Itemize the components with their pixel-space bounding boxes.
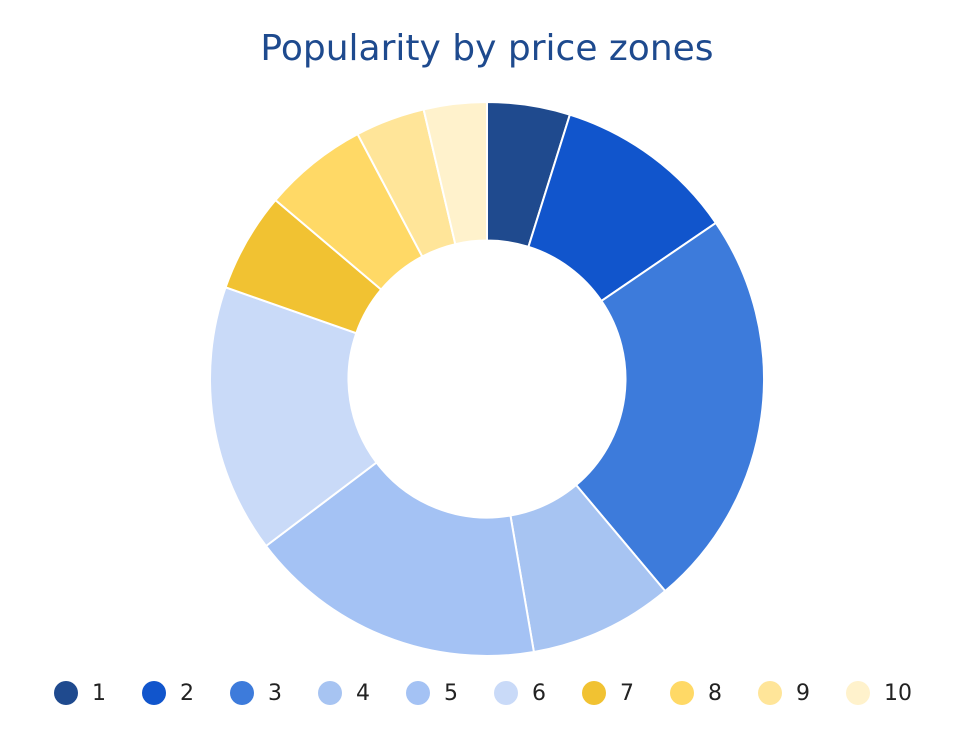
- legend-label: 3: [268, 680, 282, 706]
- donut-slice-6[interactable]: [209, 286, 378, 548]
- legend-swatch: [494, 681, 518, 705]
- legend-label: 5: [444, 680, 458, 706]
- donut-slice-10[interactable]: [422, 100, 488, 246]
- legend-label: 8: [708, 680, 722, 706]
- legend-item-5[interactable]: 5: [406, 681, 458, 706]
- legend-item-3[interactable]: 3: [230, 681, 282, 706]
- legend-label: 1: [92, 680, 106, 706]
- legend-label: 4: [356, 680, 370, 706]
- legend-swatch: [54, 681, 78, 705]
- legend-label: 2: [180, 680, 194, 706]
- legend-item-2[interactable]: 2: [142, 681, 194, 706]
- legend-label: 7: [620, 680, 634, 706]
- legend-swatch: [846, 681, 870, 705]
- legend-swatch: [142, 681, 166, 705]
- legend-swatch: [230, 681, 254, 705]
- legend-label: 9: [796, 680, 810, 706]
- legend-swatch: [758, 681, 782, 705]
- legend-label: 10: [884, 680, 912, 706]
- legend-item-8[interactable]: 8: [670, 681, 722, 706]
- donut-slice-3[interactable]: [574, 221, 765, 593]
- chart-title: Popularity by price zones: [260, 28, 714, 69]
- legend-item-4[interactable]: 4: [318, 681, 370, 706]
- legend-swatch: [406, 681, 430, 705]
- legend: 1 2 3 4 5 6 7 8 9 10: [54, 676, 912, 710]
- legend-item-9[interactable]: 9: [758, 681, 810, 706]
- legend-item-6[interactable]: 6: [494, 681, 546, 706]
- legend-swatch: [318, 681, 342, 705]
- legend-swatch: [582, 681, 606, 705]
- legend-swatch: [670, 681, 694, 705]
- legend-label: 6: [532, 680, 546, 706]
- donut-slice-5[interactable]: [264, 461, 536, 657]
- legend-item-7[interactable]: 7: [582, 681, 634, 706]
- legend-item-1[interactable]: 1: [54, 681, 106, 706]
- legend-item-10[interactable]: 10: [846, 681, 912, 706]
